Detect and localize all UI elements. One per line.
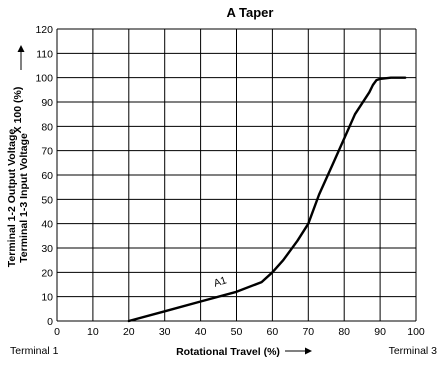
series-layer <box>127 76 407 323</box>
y-tick-label-2: 20 <box>41 267 53 279</box>
series-line-a1 <box>127 76 407 323</box>
y-axis-arrow-head <box>17 45 25 52</box>
y-axis-label-suffix: X 100 (%) <box>12 87 24 134</box>
x-tick-label-8: 80 <box>338 326 350 338</box>
y-tick-label-5: 50 <box>41 194 53 206</box>
y-axis-label-group: Terminal 1-2 Output Voltage Terminal 1-3… <box>6 45 30 267</box>
grid <box>56 28 417 322</box>
x-tick-label-1: 10 <box>87 326 99 338</box>
x-axis-label-group: Rotational Travel (%) <box>176 346 312 358</box>
series-annotation-a1: A1 <box>212 274 228 289</box>
y-tick-label-7: 70 <box>41 146 53 158</box>
y-tick-label-12: 120 <box>35 24 53 36</box>
x-tick-label-7: 70 <box>302 326 314 338</box>
x-tick-label-6: 60 <box>267 326 279 338</box>
y-axis-label-line1: Terminal 1-2 Output Voltage <box>6 129 18 268</box>
y-tick-label-0: 0 <box>47 316 53 328</box>
x-axis-arrow-head <box>305 347 312 355</box>
y-tick-label-6: 60 <box>41 170 53 182</box>
x-tick-label-3: 30 <box>159 326 171 338</box>
y-tick-label-11: 110 <box>36 48 53 60</box>
x-tick-label-0: 0 <box>54 326 60 338</box>
y-tick-label-3: 30 <box>41 243 53 255</box>
x-tick-label-2: 20 <box>123 326 135 338</box>
y-tick-label-4: 40 <box>41 219 53 231</box>
y-tick-label-8: 80 <box>41 121 53 133</box>
y-axis-label-line2: Terminal 1-3 Input Voltage <box>18 133 30 263</box>
x-tick-label-5: 50 <box>231 326 243 338</box>
x-end-label-left: Terminal 1 <box>10 345 59 357</box>
x-tick-label-4: 40 <box>195 326 207 338</box>
y-tick-labels: 0 10 20 30 40 50 60 70 80 90 100 110 120 <box>35 24 53 328</box>
x-axis-label: Rotational Travel (%) <box>176 346 280 358</box>
y-tick-label-10: 100 <box>35 73 53 85</box>
chart-title: A Taper <box>227 5 274 20</box>
y-tick-label-9: 90 <box>41 97 53 109</box>
y-tick-label-1: 10 <box>41 292 53 304</box>
x-end-label-right: Terminal 3 <box>389 345 438 357</box>
x-tick-label-10: 100 <box>407 326 425 338</box>
x-tick-labels: 0 10 20 30 40 50 60 70 80 90 100 <box>54 326 425 338</box>
x-tick-label-9: 90 <box>374 326 386 338</box>
